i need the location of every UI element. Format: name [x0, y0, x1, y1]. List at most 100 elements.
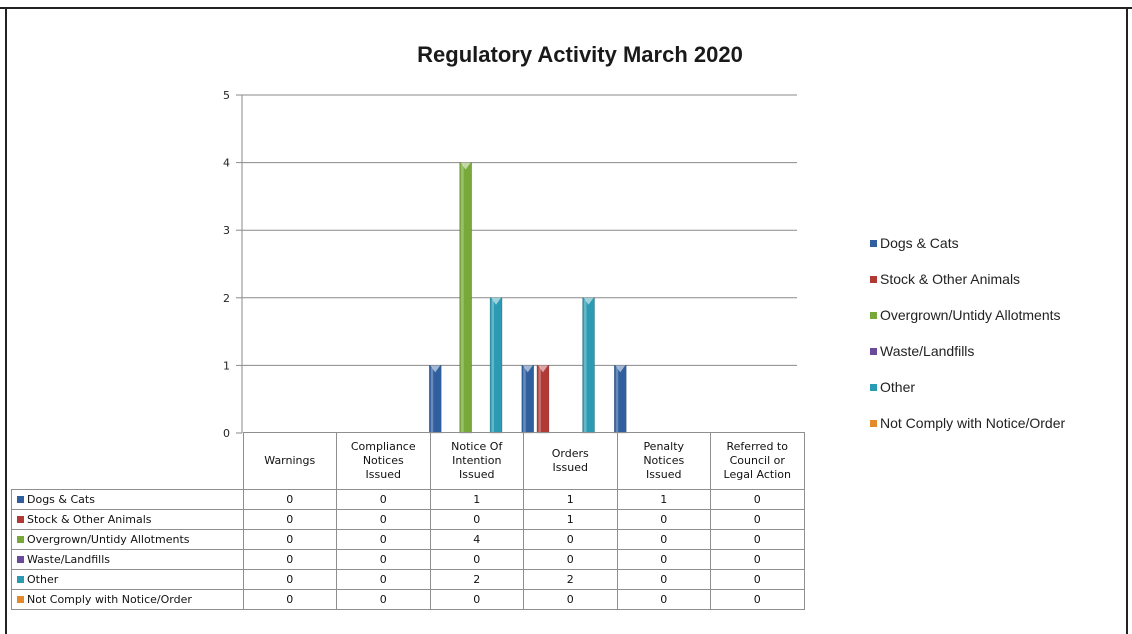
legend-swatch	[870, 347, 877, 355]
row-label: Stock & Other Animals	[11, 509, 244, 530]
row-swatch	[17, 495, 24, 503]
data-table: Warnings Compliance Notices Issued Notice Of…	[11, 432, 805, 610]
table-corner	[11, 432, 244, 490]
table-cell: 0	[523, 589, 618, 610]
row-series-name: Overgrown/Untidy Allotments	[27, 533, 190, 546]
table-cell: 0	[616, 509, 711, 530]
row-label: Waste/Landfills	[11, 549, 244, 570]
category-label: Compliance Notices Issued	[336, 432, 431, 490]
table-cell: 0	[242, 589, 337, 610]
bar-cap	[430, 365, 441, 373]
category-label: Notice Of Intention Issued	[429, 432, 524, 490]
row-label: Dogs & Cats	[11, 489, 244, 510]
category-label: Warnings	[242, 432, 337, 490]
table-cell: 1	[523, 489, 618, 510]
table-cell: 0	[523, 549, 618, 570]
category-label-line: Referred to	[726, 440, 788, 453]
category-label-line: Intention	[452, 454, 502, 467]
legend-swatch	[870, 419, 877, 427]
legend-swatch	[870, 239, 877, 247]
bar-highlight	[538, 367, 541, 432]
table-cell: 0	[710, 589, 805, 610]
legend-item: Overgrown/Untidy Allotments	[870, 304, 1065, 327]
y-tick-label: 5	[223, 89, 230, 102]
legend-item: Dogs & Cats	[870, 232, 1065, 255]
table-cell: 0	[710, 509, 805, 530]
bar-highlight	[523, 367, 526, 432]
row-swatch	[17, 595, 24, 603]
table-row: Dogs & Cats 0 0 1 1 1 0	[11, 489, 805, 510]
row-series-name: Not Comply with Notice/Order	[27, 593, 192, 606]
category-label-line: Issued	[459, 468, 495, 481]
row-label: Other	[11, 569, 244, 590]
table-cell: 0	[336, 509, 431, 530]
legend-swatch	[870, 383, 877, 391]
bar-cap	[537, 365, 548, 373]
category-label-line: Orders	[551, 447, 589, 460]
table-cell: 2	[523, 569, 618, 590]
row-series-name: Stock & Other Animals	[27, 513, 152, 526]
row-series-name: Other	[27, 573, 59, 586]
category-label: Orders Issued	[523, 432, 618, 490]
row-series-name: Waste/Landfills	[27, 553, 111, 566]
table-cell: 0	[336, 529, 431, 550]
category-label: Penalty Notices Issued	[616, 432, 711, 490]
legend-label: Dogs & Cats	[880, 235, 959, 251]
bar-highlight	[461, 164, 464, 432]
table-cell: 0	[616, 589, 711, 610]
chart-title: Regulatory Activity March 2020	[417, 42, 743, 67]
table-cell: 1	[429, 489, 524, 510]
category-label-line: Issued	[646, 468, 682, 481]
table-row: Overgrown/Untidy Allotments 0 0 4 0 0 0	[11, 529, 805, 550]
legend-item: Stock & Other Animals	[870, 268, 1065, 291]
legend-label: Waste/Landfills	[880, 343, 975, 359]
row-swatch	[17, 515, 24, 523]
table-cell: 0	[429, 549, 524, 570]
table-row: Not Comply with Notice/Order 0 0 0 0 0 0	[11, 589, 805, 610]
chart-legend: Dogs & Cats Stock & Other Animals Overgrow…	[870, 232, 1065, 448]
table-cell: 0	[336, 489, 431, 510]
bar-highlight	[430, 367, 434, 432]
category-label-line: Notice Of	[451, 440, 503, 453]
category-label-line: Notices	[643, 454, 685, 467]
bar-cap	[522, 365, 533, 373]
y-tick-label: 4	[223, 157, 230, 170]
table-row: Stock & Other Animals 0 0 0 1 0 0	[11, 509, 805, 530]
category-label-line: Issued	[365, 468, 401, 481]
legend-label: Stock & Other Animals	[880, 271, 1021, 287]
table-cell: 0	[242, 529, 337, 550]
legend-swatch	[870, 311, 877, 319]
table-row: Waste/Landfills 0 0 0 0 0 0	[11, 549, 805, 570]
legend-item: Not Comply with Notice/Order	[870, 412, 1065, 435]
category-label-line: Legal Action	[723, 468, 791, 481]
table-cell: 0	[710, 569, 805, 590]
table-cell: 1	[523, 509, 618, 530]
table-cell: 0	[616, 549, 711, 570]
bar-cap	[583, 297, 594, 305]
table-cell: 0	[336, 569, 431, 590]
bar-cap	[491, 297, 502, 305]
category-label-line: Compliance	[350, 440, 416, 453]
bar-cap	[615, 365, 626, 373]
row-label: Not Comply with Notice/Order	[11, 589, 244, 610]
legend-item: Other	[870, 376, 1065, 399]
table-cell: 0	[242, 569, 337, 590]
table-cell: 2	[429, 569, 524, 590]
category-label-line: Council or	[729, 454, 785, 467]
table-cell: 0	[336, 589, 431, 610]
y-tick-label: 2	[223, 292, 230, 305]
row-swatch	[17, 535, 24, 543]
row-swatch	[17, 575, 24, 583]
table-cell: 0	[336, 549, 431, 570]
row-label: Overgrown/Untidy Allotments	[11, 529, 244, 550]
table-cell: 0	[242, 489, 337, 510]
table-cell: 0	[429, 509, 524, 530]
row-swatch	[17, 555, 24, 563]
bar-highlight	[584, 299, 587, 432]
category-label-line: Penalty	[643, 440, 685, 453]
bar-cap	[460, 162, 471, 170]
legend-label: Overgrown/Untidy Allotments	[880, 307, 1061, 323]
legend-label: Not Comply with Notice/Order	[880, 415, 1066, 431]
legend-label: Other	[880, 379, 916, 395]
